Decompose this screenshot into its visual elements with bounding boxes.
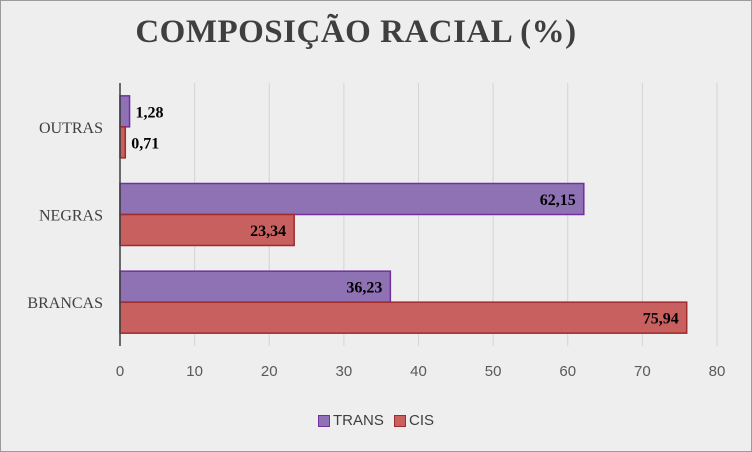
x-tick-label: 50	[485, 363, 502, 380]
data-label: 75,94	[643, 311, 679, 328]
data-label: 36,23	[346, 280, 382, 297]
x-tick-label: 20	[261, 363, 278, 380]
category-label: OUTRAS	[39, 120, 103, 137]
legend-swatch-trans	[317, 414, 330, 427]
x-tick-label: 30	[336, 363, 353, 380]
data-label: 1,28	[136, 104, 164, 121]
legend-swatch-cis	[394, 414, 406, 427]
category-label: BRANCAS	[27, 295, 103, 312]
x-tick-label: 10	[186, 363, 203, 380]
x-tick-label: 0	[116, 363, 124, 380]
bar-trans-negras	[119, 182, 585, 216]
bar-trans-brancas	[119, 270, 392, 303]
data-label: 0,71	[131, 135, 159, 152]
x-tick-label: 60	[559, 363, 576, 380]
data-label: 62,15	[540, 192, 576, 209]
legend-label-cis: CIS	[409, 412, 435, 429]
x-tick-label: 40	[410, 363, 427, 380]
x-tick-label: 70	[634, 363, 651, 380]
bar-cis-outras	[119, 126, 127, 159]
bar-cis-brancas	[119, 301, 688, 334]
legend: TRANS CIS	[0, 412, 752, 431]
legend-label-trans: TRANS	[332, 412, 384, 429]
bar-trans-outras	[119, 95, 131, 128]
chart-title: COMPOSIÇÃO RACIAL (%)	[135, 14, 577, 50]
x-tick-label: 80	[709, 363, 726, 380]
legend-item-trans: TRANS	[317, 412, 384, 429]
category-label: NEGRAS	[39, 208, 103, 225]
legend-item-cis: CIS	[394, 412, 434, 429]
data-label: 23,34	[250, 223, 286, 240]
